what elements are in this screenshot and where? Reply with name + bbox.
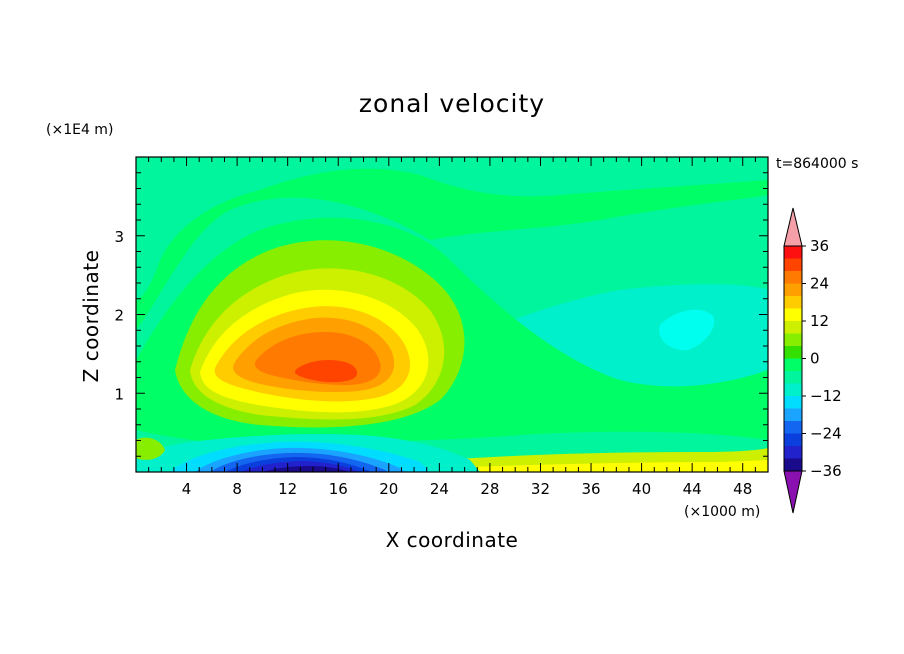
colorbar-bin (784, 333, 802, 347)
x-axis-unit: (×1000 m) (684, 504, 760, 520)
x-tick-label: 40 (632, 480, 651, 498)
x-tick-label: 20 (379, 480, 398, 498)
colorbar-bin (784, 321, 802, 334)
x-tick-label: 44 (683, 480, 702, 498)
colorbar-bin (784, 271, 802, 284)
x-tick-label: 36 (581, 480, 600, 498)
colorbar-bin (784, 371, 802, 384)
x-tick-label: 48 (733, 480, 752, 498)
colorbar-bin (784, 458, 802, 472)
level-minus28-contour (262, 466, 350, 472)
colorbar: 36 24 12 0 −12 −24 −36 (783, 207, 842, 514)
x-axis-ticks: 4 8 12 16 20 24 28 32 36 40 44 48 (148, 157, 756, 498)
colorbar-bin (784, 296, 802, 309)
jet-core-contour (294, 360, 358, 383)
colorbar-bin (784, 433, 802, 447)
surface-positive-core (470, 460, 768, 472)
colorbar-tick-label: −36 (810, 462, 842, 480)
colorbar-tick-label: −12 (810, 387, 842, 405)
contour-plot-area: 4 8 12 16 20 24 28 32 36 40 44 48 123 (114, 156, 769, 498)
y-tick-label: 2 (114, 307, 124, 325)
x-axis-label: X coordinate (386, 528, 519, 552)
colorbar-tick-label: 24 (810, 275, 829, 293)
y-tick-label: 1 (114, 385, 124, 403)
colorbar-bin (784, 396, 802, 409)
x-tick-label: 28 (480, 480, 499, 498)
y-axis-label: Z coordinate (79, 250, 103, 383)
colorbar-bin (784, 421, 802, 434)
colorbar-bin (784, 408, 802, 422)
y-tick-label: 3 (114, 228, 124, 246)
colorbar-bin (784, 446, 802, 459)
x-tick-label: 32 (531, 480, 550, 498)
weak-negative-spot (659, 309, 715, 351)
chart-title: zonal velocity (359, 89, 545, 118)
x-tick-label: 8 (232, 480, 242, 498)
x-tick-label: 4 (182, 480, 192, 498)
zero-contour-band (136, 168, 768, 330)
left-edge-patch (136, 437, 165, 460)
colorbar-bin (784, 258, 802, 272)
colorbar-bin (784, 308, 802, 322)
x-tick-label: 12 (278, 480, 297, 498)
y-axis-ticks: 1 2 3 (114, 172, 768, 457)
colorbar-tick-label: 12 (810, 312, 829, 330)
colorbar-over-arrow (783, 207, 803, 247)
colorbar-bin (784, 346, 802, 359)
colorbar-tick-label: 0 (810, 350, 820, 368)
colorbar-under-arrow (783, 470, 803, 514)
colorbar-bin (784, 358, 802, 372)
y-axis-unit: (×1E4 m) (46, 122, 113, 138)
time-label: t=864000 s (776, 156, 858, 172)
colorbar-bin (784, 283, 802, 297)
colorbar-bin (784, 383, 802, 397)
colorbar-tick-label: −24 (810, 425, 842, 443)
x-tick-label: 24 (430, 480, 449, 498)
colorbar-bin (784, 246, 802, 259)
colorbar-tick-label: 36 (810, 237, 829, 255)
x-tick-label: 16 (329, 480, 348, 498)
